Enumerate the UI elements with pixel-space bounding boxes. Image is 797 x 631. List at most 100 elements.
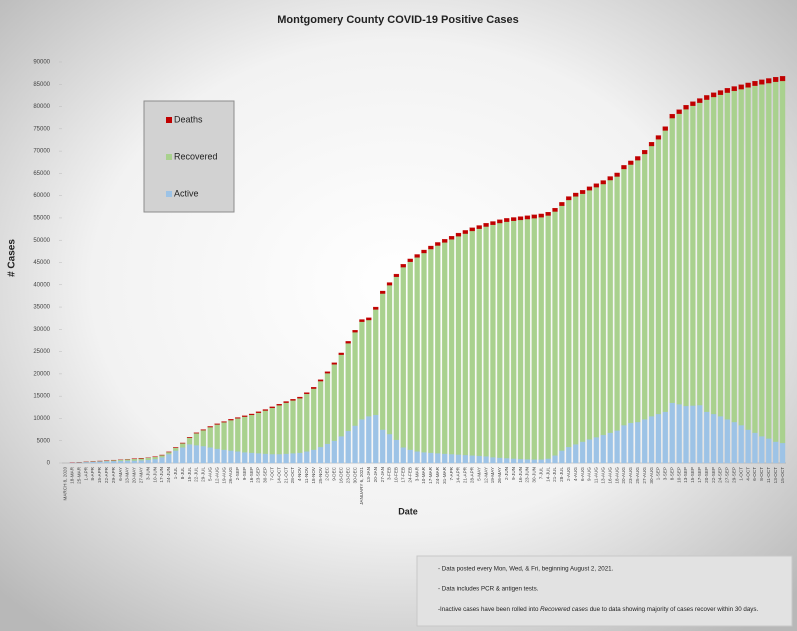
- bar-segment: [490, 224, 496, 458]
- x-tick-label: 8-APR: [90, 466, 95, 480]
- x-tick-label: 28-JUL: [559, 467, 564, 482]
- bar-segment: [235, 418, 241, 452]
- x-tick-label: 17-JUN: [159, 467, 164, 483]
- x-tick-label: 26-AUG: [228, 467, 233, 484]
- bar-segment: [104, 461, 110, 464]
- bar-segment: [614, 172, 620, 177]
- bar-segment: [407, 449, 413, 464]
- bar-segment: [469, 455, 475, 464]
- bar-segment: [759, 84, 765, 437]
- bar-segment: [490, 221, 496, 225]
- bar-segment: [159, 454, 165, 458]
- bar-segment: [442, 239, 448, 243]
- bar-segment: [614, 430, 620, 464]
- bar-segment: [228, 450, 234, 464]
- bar-segment: [483, 223, 489, 227]
- bar-segment: [635, 160, 641, 423]
- bar-segment: [773, 76, 779, 82]
- bar-segment: [242, 416, 248, 453]
- bar-segment: [366, 319, 372, 417]
- x-tick-label: 24-SEP: [718, 467, 723, 483]
- x-tick-label: 7-JUL: [538, 467, 543, 480]
- bar-segment: [628, 422, 634, 464]
- bar-segment: [269, 407, 275, 455]
- bar-segment: [738, 88, 744, 426]
- bar-segment: [393, 276, 400, 440]
- bar-segment: [400, 264, 406, 268]
- bar-segment: [731, 90, 737, 423]
- y-tick-label: 90000: [33, 60, 50, 66]
- x-tick-label: 19-MAY: [490, 467, 495, 483]
- bar-segment: [421, 452, 427, 464]
- bar-segment: [779, 80, 786, 444]
- note-text: -Inactive cases have been rolled into: [438, 606, 540, 613]
- bar-segment: [662, 130, 668, 412]
- x-tick-label: 16-JUN: [518, 467, 523, 483]
- bar-segment: [511, 220, 517, 459]
- bar-segment: [655, 413, 662, 464]
- bar-segment: [476, 455, 482, 464]
- bar-segment: [242, 452, 248, 464]
- bar-segment: [111, 460, 117, 464]
- bar-segment: [648, 416, 655, 464]
- bar-segment: [262, 453, 269, 464]
- x-tick-label: 21-JUL: [552, 467, 557, 482]
- bar-segment: [317, 380, 324, 448]
- bar-segment: [517, 458, 524, 464]
- bar-segment: [724, 88, 731, 93]
- x-tick-label: 22-JUL: [194, 467, 199, 482]
- bar-segment: [586, 439, 593, 464]
- bar-segment: [511, 458, 517, 464]
- bar-segment: [600, 434, 606, 464]
- bar-segment: [759, 79, 765, 85]
- bar-segment: [504, 218, 510, 222]
- bar-segment: [524, 215, 531, 220]
- bar-segment: [524, 218, 531, 460]
- bar-segment: [152, 458, 158, 464]
- bar-segment: [262, 409, 269, 411]
- bar-segment: [448, 239, 455, 455]
- bar-segment: [207, 426, 213, 448]
- y-tick-label: 75000: [33, 126, 50, 132]
- x-tick-label: 13-SEP: [683, 467, 688, 483]
- x-tick-label: 23-AUG: [628, 467, 633, 484]
- x-tick-label: 15-JUL: [187, 467, 192, 482]
- bar-segment: [710, 96, 717, 415]
- x-tick-label: 24-MAR: [435, 466, 440, 484]
- x-tick-label: 5-AUG: [207, 467, 212, 481]
- x-tick-label: 1-OCT: [738, 467, 743, 481]
- bar-segment: [531, 214, 537, 219]
- bar-segment: [186, 444, 193, 464]
- bar-segment: [311, 387, 317, 389]
- x-tick-label: 6-MAY: [118, 467, 123, 481]
- y-tick-label: 50000: [33, 238, 50, 244]
- x-tick-label: 13-OCT: [773, 467, 778, 484]
- x-tick-label: 22-SEP: [711, 467, 716, 483]
- note: -Inactive cases have been rolled into Re…: [438, 606, 758, 613]
- bar-segment: [752, 81, 758, 86]
- x-tick-label: 16-SEP: [249, 467, 254, 483]
- x-tick-label: 6-AUG: [580, 467, 585, 481]
- bar-segment: [255, 453, 262, 464]
- bar-segment: [511, 217, 517, 221]
- bar-segment: [586, 186, 593, 191]
- bar-segment: [124, 460, 131, 464]
- bar-segment: [469, 227, 475, 232]
- bar-segment: [614, 176, 620, 431]
- x-tick-label: 1-SEP: [656, 467, 661, 480]
- x-tick-label: 2-SEP: [235, 467, 240, 480]
- bar-segment: [779, 76, 786, 82]
- bar-segment: [200, 429, 206, 431]
- x-tick-label: 18-MAR: [70, 466, 75, 484]
- bar-segment: [642, 419, 648, 464]
- x-tick-label: 2-AUG: [566, 467, 571, 481]
- x-tick-label: 20-JAN: [373, 467, 378, 482]
- x-tick-label: 3-SEP: [663, 467, 668, 480]
- x-tick-label: 6-OCT: [752, 467, 757, 481]
- y-tick-label: 15000: [33, 394, 50, 400]
- bar-segment: [697, 102, 703, 406]
- bar-segment: [193, 445, 200, 464]
- x-tick-label: 24-JUN: [166, 467, 171, 483]
- bar-segment: [276, 404, 282, 406]
- bar-segment: [421, 252, 427, 453]
